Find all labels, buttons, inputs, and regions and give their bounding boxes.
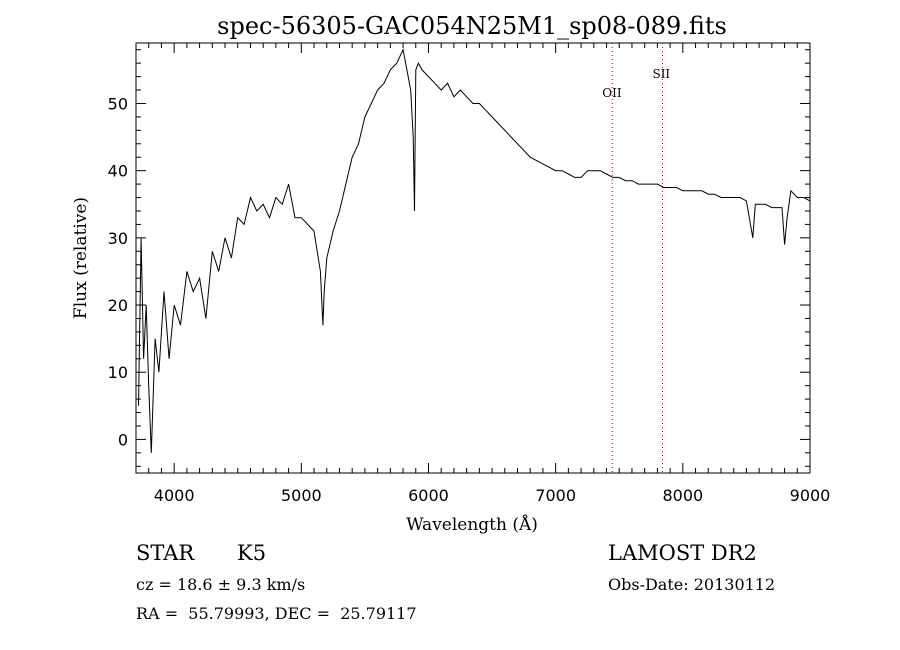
x-axis-label: Wavelength (Å)	[406, 514, 538, 535]
redshift-text: cz = 18.6 ± 9.3 km/s	[136, 575, 306, 594]
y-tick-label: 30	[108, 229, 128, 248]
y-axis-label: Flux (relative)	[71, 197, 91, 319]
axis-ticks	[136, 43, 811, 473]
object-class: STAR	[136, 541, 195, 565]
subclass: K5	[237, 541, 267, 565]
spectrum-line	[138, 48, 811, 453]
x-tick-label: 4000	[154, 486, 195, 505]
x-tick-label: 7000	[535, 486, 576, 505]
obs-date: Obs-Date: 20130112	[608, 575, 776, 594]
chart-title: spec-56305-GAC054N25M1_sp08-089.fits	[217, 12, 727, 40]
x-tick-label: 5000	[281, 486, 322, 505]
y-tick-label: 50	[108, 94, 128, 113]
y-tick-label: 20	[108, 296, 128, 315]
y-tick-label: 10	[108, 363, 128, 382]
x-tick-label: 8000	[662, 486, 703, 505]
emission-lines: OII SII	[602, 43, 670, 473]
plot-frame	[135, 42, 811, 474]
x-tick-label: 9000	[790, 486, 831, 505]
emission-line-label: OII	[602, 86, 622, 100]
emission-line-label: SII	[652, 67, 670, 81]
y-tick-label: 0	[118, 430, 128, 449]
spectrum-plot: spec-56305-GAC054N25M1_sp08-089.fits 400…	[71, 12, 831, 535]
y-tick-label: 40	[108, 162, 128, 181]
x-tick-label: 6000	[408, 486, 449, 505]
coordinates-text: RA = 55.79993, DEC = 25.79117	[136, 604, 417, 623]
survey-name: LAMOST DR2	[608, 541, 757, 565]
tick-labels: 4000 5000 6000 7000 8000 9000 0 10 20 30 40 50	[108, 94, 831, 505]
